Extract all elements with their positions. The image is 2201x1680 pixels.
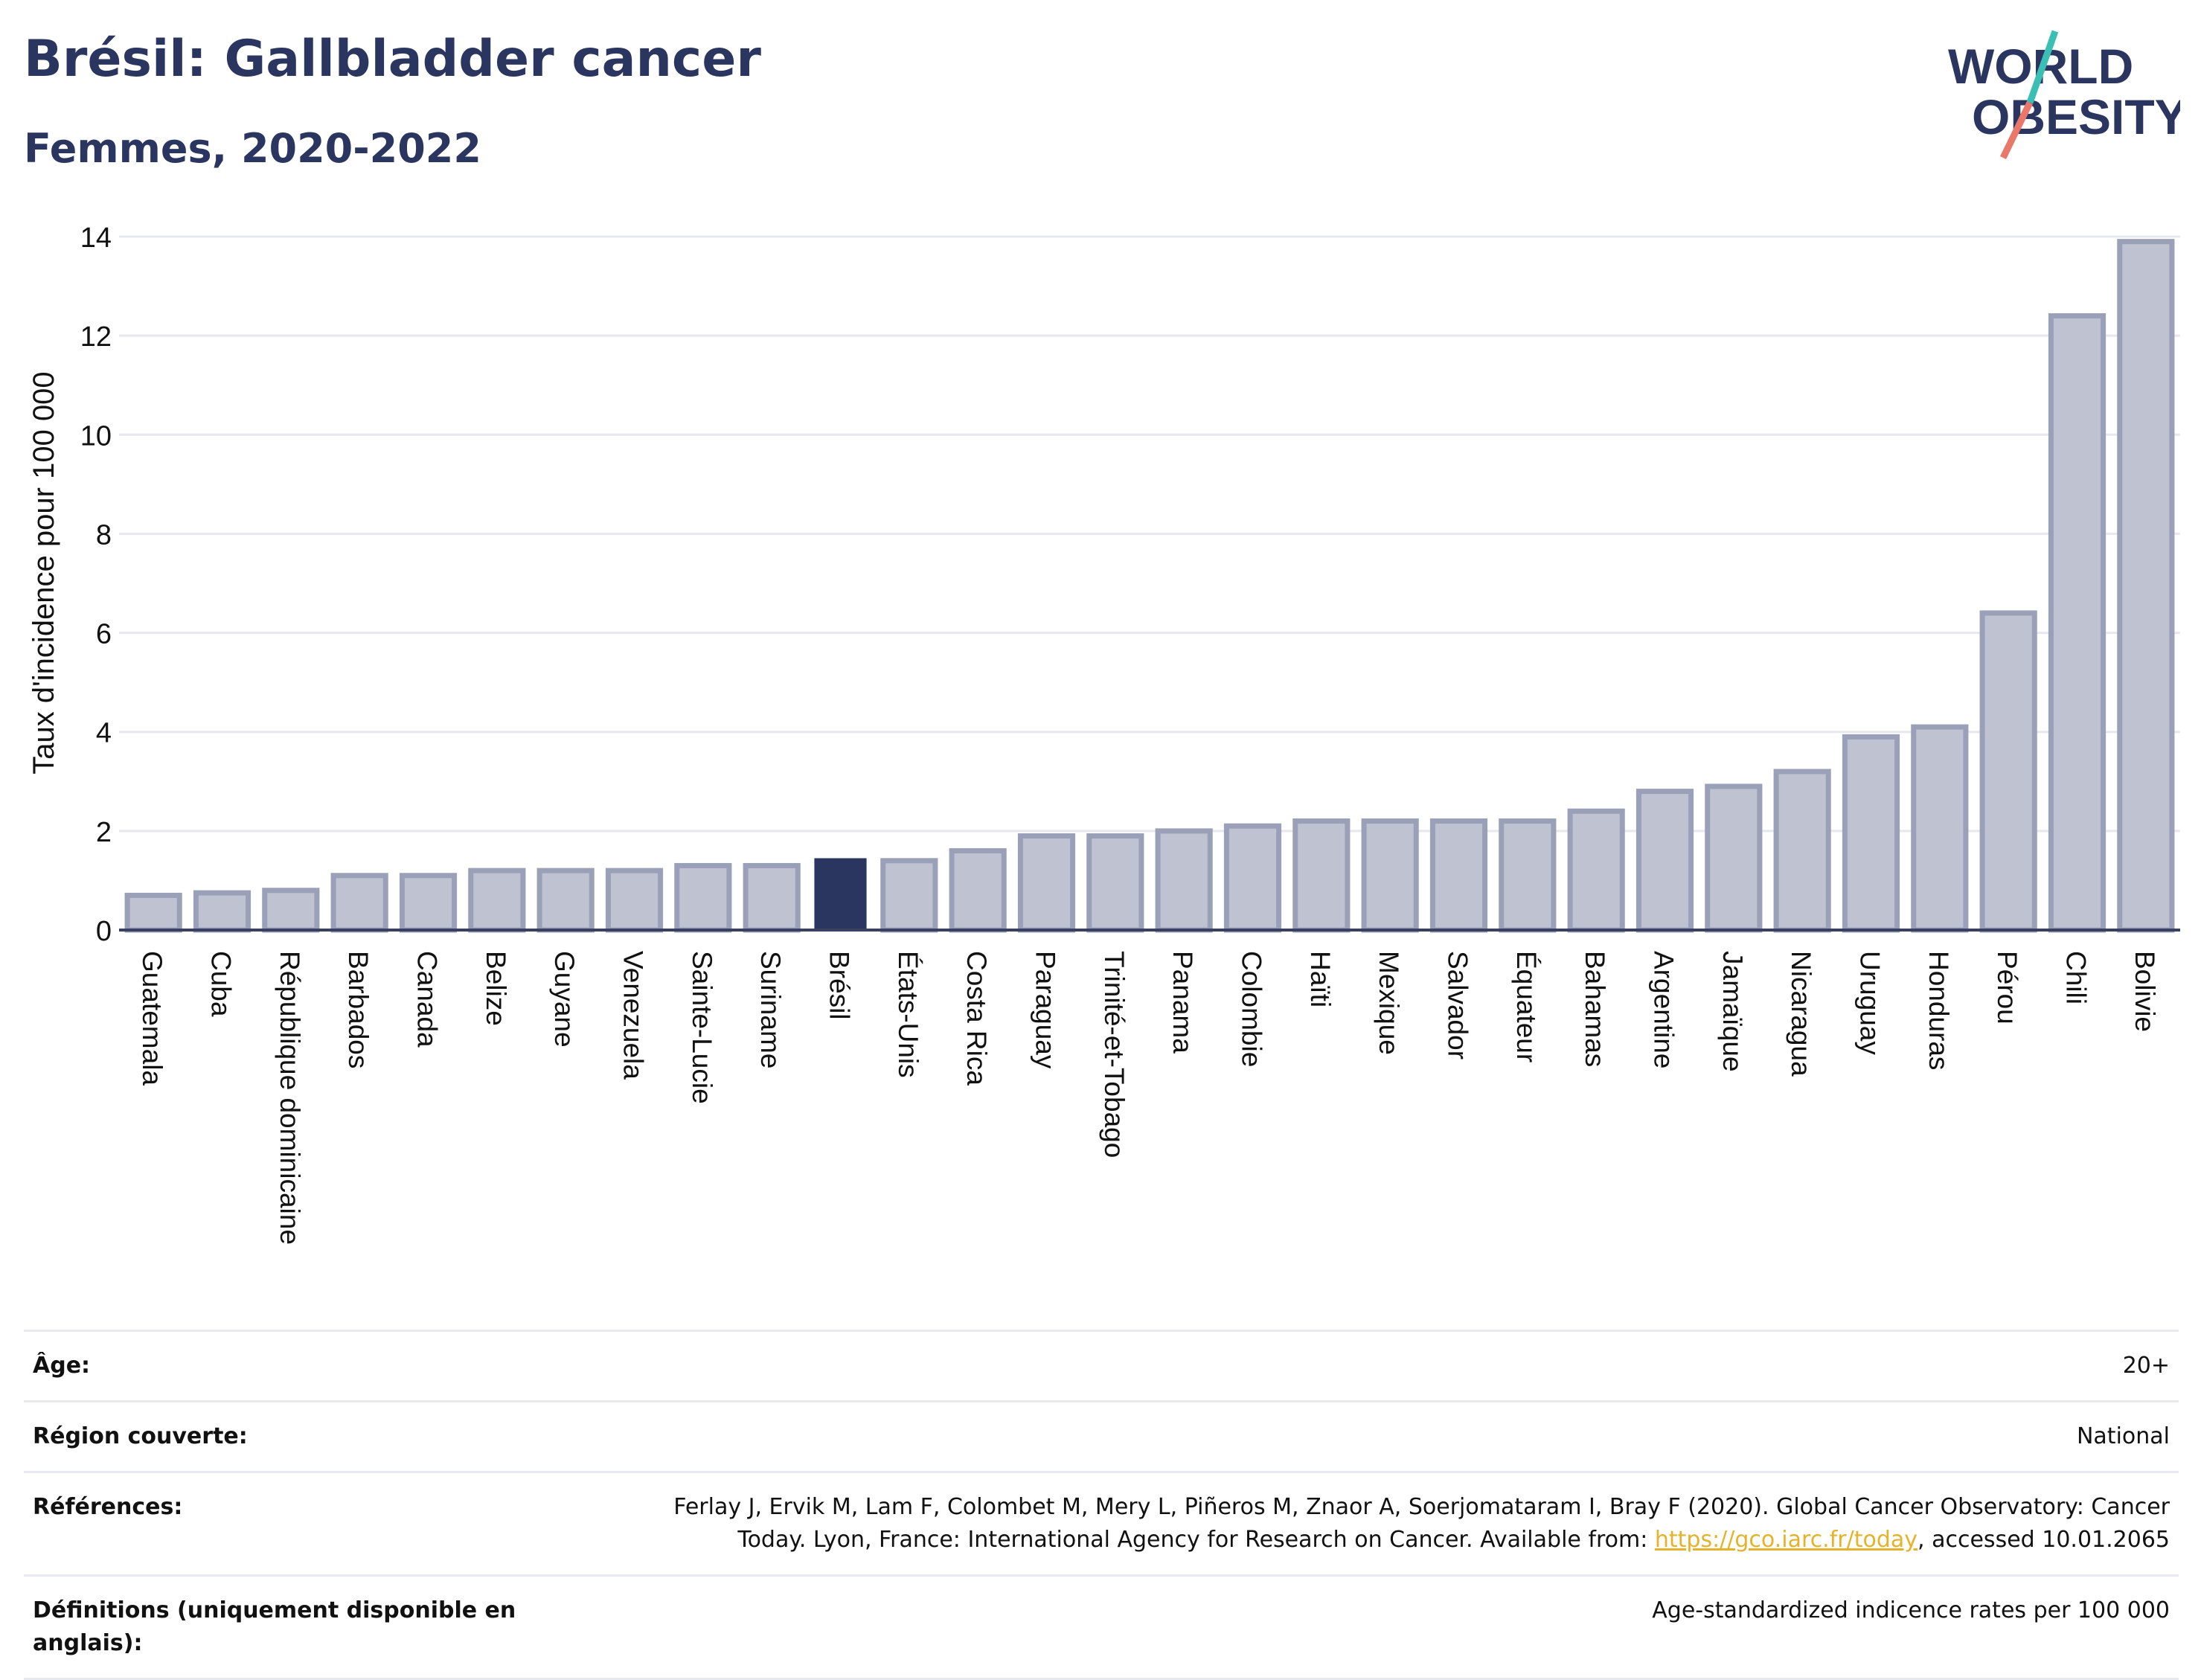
bar-chili[interactable] [2048, 313, 2107, 933]
y-tick-label: 4 [96, 718, 112, 749]
x-tick-label: Mexique [1374, 951, 1404, 1055]
bar-argentine[interactable] [1635, 789, 1694, 933]
bar-bolivie[interactable] [2117, 239, 2175, 933]
meta-region-label: Région couverte: [33, 1423, 248, 1449]
meta-region-value: National [2076, 1423, 2170, 1449]
references-line-2-post: , accessed 10.01.2065 [1918, 1527, 2170, 1553]
bar-cuba[interactable] [193, 890, 252, 933]
bar-ha-ti[interactable] [1292, 818, 1351, 933]
bar-p-rou[interactable] [1979, 610, 2037, 933]
x-tick-label: Costa Rica [961, 951, 992, 1086]
logo-word-obesity: OBESITY [1972, 89, 2180, 144]
bar-sainte-lucie[interactable] [674, 862, 732, 933]
world-obesity-logo: WORLD OBESITY [1948, 30, 2180, 159]
x-tick-label: Bahamas [1580, 951, 1610, 1067]
bar-r-publique-dominicaine[interactable] [262, 888, 320, 933]
x-tick-label: Panama [1167, 951, 1198, 1054]
x-tick-label: Belize [481, 951, 511, 1026]
meta-age-label: Âge: [33, 1353, 91, 1379]
bar-venezuela[interactable] [605, 868, 664, 933]
bar-colombie[interactable] [1223, 823, 1282, 933]
x-tick-label: Paraguay [1031, 951, 1061, 1069]
x-tick-label: Trinité-et-Tobago [1099, 951, 1130, 1158]
x-tick-label: Nicaragua [1786, 951, 1816, 1077]
x-tick-label: Cuba [206, 951, 237, 1017]
bar--tats-unis[interactable] [880, 858, 938, 933]
x-tick-label: Uruguay [1855, 951, 1886, 1055]
x-tick-label: Colombie [1237, 951, 1267, 1067]
bar-br-sil[interactable] [814, 858, 867, 930]
bar-trinit-et-tobago[interactable] [1086, 833, 1144, 933]
x-tick-label: Brésil [824, 951, 855, 1020]
meta-age-value: 20+ [2122, 1353, 2170, 1379]
metadata-table: Âge: 20+ Région couverte: National Référ… [24, 1330, 2179, 1680]
bar-guatemala[interactable] [124, 892, 182, 933]
y-tick-label: 0 [96, 916, 112, 947]
bar-honduras[interactable] [1911, 724, 1969, 933]
chart-title: Brésil: Gallbladder cancer [24, 30, 761, 89]
x-tick-label: Guyane [549, 951, 580, 1048]
x-tick-label: Bolivie [2130, 951, 2160, 1032]
meta-row-region: Région couverte: National [24, 1400, 2179, 1471]
bar-panama[interactable] [1155, 828, 1213, 933]
y-tick-label: 8 [96, 519, 112, 551]
bar-paraguay[interactable] [1017, 833, 1076, 933]
references-link[interactable]: https://gco.iarc.fr/today [1654, 1527, 1918, 1553]
x-tick-label: Jamaïque [1717, 951, 1748, 1072]
x-tick-label: Équateur [1511, 951, 1542, 1062]
bar-uruguay[interactable] [1842, 734, 1900, 933]
y-tick-label: 12 [80, 321, 112, 353]
y-axis-label: Taux d'incidence pour 100 000 [28, 371, 60, 774]
x-tick-label: Barbados [343, 951, 374, 1068]
x-tick-label: Salvador [1443, 951, 1473, 1059]
references-line-2-pre: Today. Lyon, France: International Agenc… [737, 1527, 1655, 1553]
y-tick-label: 2 [96, 817, 112, 848]
references-line-1: Ferlay J, Ervik M, Lam F, Colombet M, Me… [673, 1494, 2170, 1520]
y-tick-label: 10 [80, 420, 112, 452]
bar--quateur[interactable] [1499, 818, 1557, 933]
bar-chart: Guatemala Cuba République dominicaine Barba… [28, 222, 2180, 1245]
bar-canada[interactable] [399, 873, 458, 933]
meta-row-references: Références: Ferlay J, Ervik M, Lam F, Co… [24, 1471, 2179, 1574]
x-tick-label: Pérou [1992, 951, 2022, 1025]
x-tick-label: Argentine [1649, 951, 1679, 1068]
bar-barbados[interactable] [330, 873, 388, 933]
bar-costa-rica[interactable] [949, 847, 1007, 933]
x-tick-label: États-Unis [893, 951, 923, 1078]
x-tick-label: Guatemala [137, 951, 167, 1086]
x-tick-label: Honduras [1923, 951, 1954, 1070]
y-tick-label: 14 [80, 222, 112, 254]
meta-definitions-label: Définitions (uniquement disponible en an… [33, 1597, 516, 1656]
x-tick-label: Canada [412, 951, 443, 1048]
logo-slash-teal [2026, 30, 2059, 104]
x-tick-label: Haïti [1305, 951, 1336, 1007]
bar-salvador[interactable] [1429, 818, 1488, 933]
logo-slash-coral [1999, 101, 2034, 159]
bar-jama-que[interactable] [1705, 783, 1763, 933]
bar-nicaragua[interactable] [1773, 769, 1831, 933]
meta-row-definitions: Définitions (uniquement disponible en an… [24, 1574, 2179, 1680]
meta-definitions-value: Age-standardized indicence rates per 100… [1652, 1597, 2170, 1623]
y-tick-label: 6 [96, 619, 112, 650]
bar-belize[interactable] [468, 868, 526, 933]
chart-subtitle: Femmes, 2020-2022 [24, 125, 481, 172]
bar-bahamas[interactable] [1567, 808, 1625, 933]
x-tick-label: Suriname [755, 951, 786, 1068]
x-tick-label: Venezuela [618, 951, 649, 1080]
x-tick-label: Chili [2061, 951, 2092, 1004]
bar-suriname[interactable] [743, 862, 801, 933]
x-tick-label: Sainte-Lucie [687, 951, 717, 1104]
meta-row-age: Âge: 20+ [24, 1330, 2179, 1400]
bar-guyane[interactable] [536, 868, 595, 933]
meta-references-value: Ferlay J, Ervik M, Lam F, Colombet M, Me… [673, 1491, 2170, 1556]
bar-mexique[interactable] [1361, 818, 1419, 933]
x-tick-label: République dominicaine [275, 951, 305, 1245]
meta-references-label: Références: [33, 1494, 183, 1520]
